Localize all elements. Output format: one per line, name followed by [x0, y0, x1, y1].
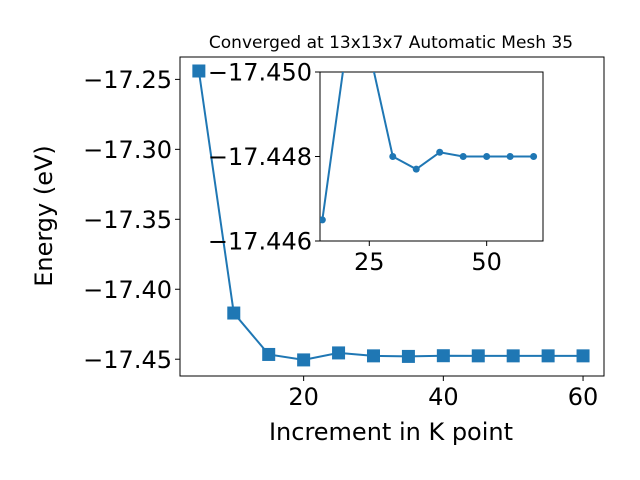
data-point — [389, 153, 397, 160]
main-x-axis-label: Increment in K point — [269, 418, 513, 446]
main-x-ticks: 20 40 60 — [288, 376, 598, 411]
series-line — [321, 72, 534, 221]
inset-x-ticks: 25 50 — [354, 241, 502, 276]
x-tick-label: 25 — [354, 248, 385, 276]
data-point — [436, 148, 444, 156]
y-tick-label: −17.30 — [83, 136, 172, 164]
data-point — [366, 349, 380, 363]
data-point — [412, 165, 420, 173]
data-point — [262, 347, 276, 361]
y-tick-label: −17.40 — [83, 276, 172, 304]
data-point — [436, 349, 450, 363]
x-tick-label: 40 — [428, 383, 459, 411]
x-tick-label: 50 — [471, 248, 502, 276]
data-point — [483, 153, 491, 160]
y-tick-label: −17.35 — [83, 206, 172, 234]
data-point — [506, 349, 520, 363]
data-point — [471, 349, 485, 363]
y-tick-label: −17.448 — [208, 143, 312, 171]
data-point — [297, 353, 311, 367]
main-series — [192, 64, 590, 367]
x-tick-label: 60 — [568, 383, 599, 411]
data-point — [530, 153, 538, 160]
x-tick-label: 20 — [288, 383, 319, 411]
main-title: Converged at 13x13x7 Automatic Mesh 35 — [209, 33, 573, 53]
data-point — [401, 349, 415, 363]
y-tick-label: −17.25 — [83, 66, 172, 94]
inset-axes: 25 50 −17.450 −17.448 −17.446 — [208, 59, 544, 276]
inset-series — [320, 72, 538, 224]
data-point — [332, 346, 346, 360]
data-point — [506, 153, 514, 160]
data-point — [227, 306, 241, 320]
data-point — [459, 153, 467, 160]
data-point — [576, 349, 590, 363]
main-y-axis-label: Energy (eV) — [30, 145, 58, 287]
inset-y-ticks: −17.450 −17.448 −17.446 — [208, 59, 320, 256]
data-point — [192, 64, 206, 78]
y-tick-label: −17.45 — [83, 346, 172, 374]
main-y-ticks: −17.25 −17.30 −17.35 −17.40 −17.45 — [83, 66, 180, 374]
data-point — [320, 216, 326, 224]
y-tick-label: −17.446 — [208, 228, 312, 256]
data-point — [541, 349, 555, 363]
y-tick-label: −17.450 — [208, 59, 312, 87]
